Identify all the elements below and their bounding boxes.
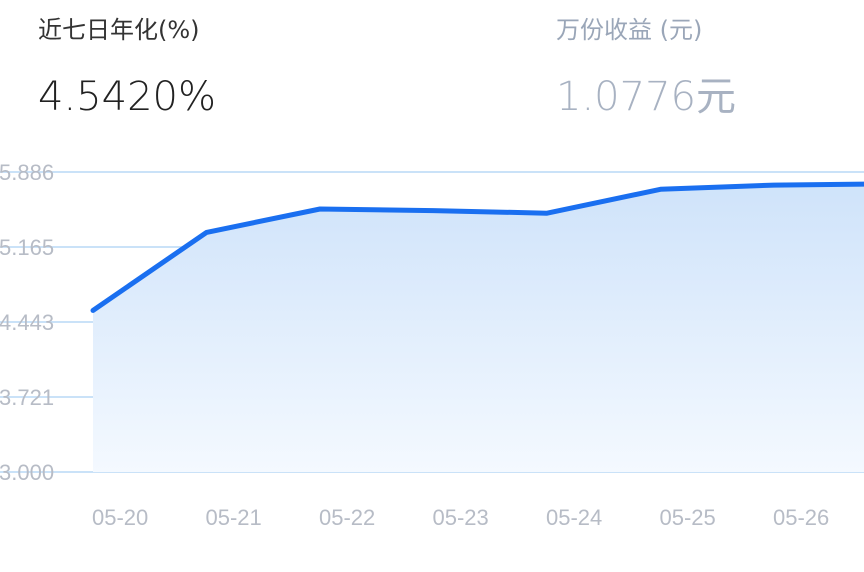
x-tick-label: 05-22 bbox=[319, 505, 375, 530]
y-axis-ticks: 3.000 3.721 4.443 5.165 5.886 bbox=[0, 160, 54, 485]
yield-chart: 3.000 3.721 4.443 5.165 5.886 05-20 05-21 05-2… bbox=[0, 150, 864, 568]
income-per-10k-label: 万份收益 (元) bbox=[556, 16, 703, 44]
x-tick-label: 05-23 bbox=[433, 505, 489, 530]
y-tick-label: 3.000 bbox=[0, 460, 54, 485]
x-tick-label: 05-26 bbox=[773, 505, 829, 530]
x-tick-label: 05-21 bbox=[206, 505, 262, 530]
x-tick-label: 05-20 bbox=[92, 505, 148, 530]
y-tick-label: 3.721 bbox=[0, 385, 54, 410]
y-tick-label: 5.886 bbox=[0, 160, 54, 185]
income-per-10k-value: 1.0776元 bbox=[556, 74, 736, 120]
seven-day-yield-value: 4.5420% bbox=[38, 74, 216, 120]
y-tick-label: 4.443 bbox=[0, 310, 54, 335]
area-fill bbox=[93, 184, 864, 472]
x-axis-ticks: 05-20 05-21 05-22 05-23 05-24 05-25 05-26 bbox=[92, 505, 829, 530]
seven-day-yield-block: 近七日年化(%) 4.5420% bbox=[38, 10, 216, 124]
seven-day-yield-label: 近七日年化(%) bbox=[38, 16, 200, 44]
summary-header: 近七日年化(%) 4.5420% 万份收益 (元) 1.0776元 bbox=[0, 0, 864, 150]
income-per-10k-block: 万份收益 (元) 1.0776元 bbox=[556, 10, 736, 124]
x-tick-label: 05-25 bbox=[660, 505, 716, 530]
y-tick-label: 5.165 bbox=[0, 235, 54, 260]
yield-line bbox=[90, 181, 864, 313]
x-tick-label: 05-24 bbox=[546, 505, 602, 530]
